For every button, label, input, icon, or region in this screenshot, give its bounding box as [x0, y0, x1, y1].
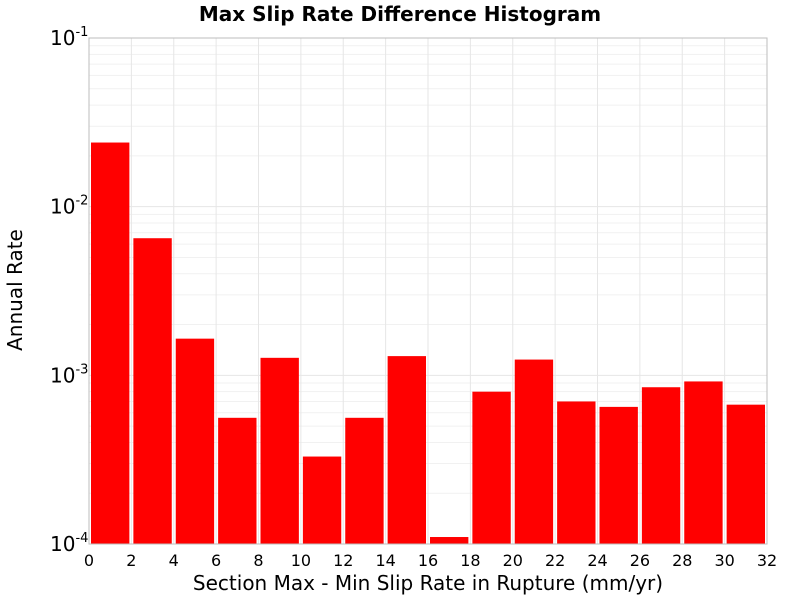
x-tick-label: 28	[672, 551, 692, 570]
x-tick-label: 20	[503, 551, 523, 570]
histogram-bar	[430, 537, 469, 544]
histogram-bar	[599, 406, 638, 544]
x-tick-label: 24	[587, 551, 607, 570]
histogram-bar	[557, 401, 596, 544]
x-tick-label: 14	[375, 551, 395, 570]
x-tick-label: 2	[126, 551, 136, 570]
x-tick-label: 8	[253, 551, 263, 570]
histogram-bar	[472, 391, 511, 544]
y-axis-ticks: 10-1 10-2 10-3 10-4	[50, 25, 88, 556]
bars	[91, 142, 765, 544]
x-axis-label: Section Max - Min Slip Rate in Rupture (…	[193, 571, 663, 595]
histogram-bar	[91, 142, 130, 544]
x-tick-label: 18	[460, 551, 480, 570]
histogram-bar	[345, 417, 384, 544]
y-axis-label: Annual Rate	[3, 229, 27, 351]
x-tick-label: 6	[211, 551, 221, 570]
histogram-bar	[387, 356, 426, 544]
x-tick-label: 4	[169, 551, 179, 570]
histogram-bar	[302, 456, 342, 544]
x-tick-label: 0	[84, 551, 94, 570]
histogram-bar	[260, 357, 299, 544]
histogram-bar	[641, 387, 681, 544]
chart-title: Max Slip Rate Difference Histogram	[199, 2, 601, 26]
y-tick-label: 10-3	[50, 362, 88, 387]
histogram-bar	[514, 359, 554, 544]
x-tick-label: 10	[291, 551, 311, 570]
y-tick-label: 10-1	[50, 25, 88, 50]
histogram-bar	[175, 338, 215, 544]
x-tick-label: 16	[418, 551, 438, 570]
histogram-bar	[726, 404, 765, 544]
x-tick-label: 12	[333, 551, 353, 570]
x-axis-ticks: 0 2 4 6 8 10 12 14 16 18 20 22 24 26 28 30 32	[84, 551, 777, 570]
plot-border	[88, 37, 768, 545]
histogram-bar	[133, 238, 172, 544]
y-tick-label: 10-2	[50, 194, 88, 219]
histogram-bar	[684, 381, 723, 544]
x-tick-label: 30	[714, 551, 734, 570]
x-tick-label: 26	[630, 551, 650, 570]
x-tick-label: 32	[757, 551, 777, 570]
x-tick-label: 22	[545, 551, 565, 570]
histogram-bar	[218, 417, 257, 544]
y-tick-label: 10-4	[50, 531, 88, 556]
